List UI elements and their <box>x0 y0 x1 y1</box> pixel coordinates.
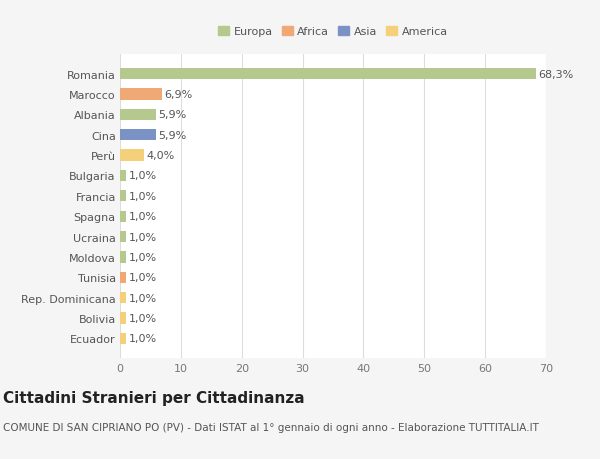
Text: Cittadini Stranieri per Cittadinanza: Cittadini Stranieri per Cittadinanza <box>3 390 305 405</box>
Text: 5,9%: 5,9% <box>158 110 187 120</box>
Text: 1,0%: 1,0% <box>128 252 157 263</box>
Text: 1,0%: 1,0% <box>128 273 157 283</box>
Bar <box>120 211 126 222</box>
Text: 1,0%: 1,0% <box>128 334 157 344</box>
Text: 1,0%: 1,0% <box>128 171 157 181</box>
Bar <box>120 110 156 121</box>
Text: 6,9%: 6,9% <box>164 90 193 100</box>
Bar <box>120 333 126 344</box>
Text: COMUNE DI SAN CIPRIANO PO (PV) - Dati ISTAT al 1° gennaio di ogni anno - Elabora: COMUNE DI SAN CIPRIANO PO (PV) - Dati IS… <box>3 422 539 432</box>
Bar <box>120 252 126 263</box>
Bar <box>120 231 126 243</box>
Bar <box>120 69 536 80</box>
Bar <box>120 313 126 324</box>
Text: 1,0%: 1,0% <box>128 293 157 303</box>
Bar <box>120 292 126 303</box>
Bar <box>120 272 126 283</box>
Text: 1,0%: 1,0% <box>128 232 157 242</box>
Bar <box>120 150 145 161</box>
Bar <box>120 191 126 202</box>
Text: 5,9%: 5,9% <box>158 130 187 140</box>
Bar <box>120 170 126 182</box>
Bar <box>120 130 156 141</box>
Legend: Europa, Africa, Asia, America: Europa, Africa, Asia, America <box>216 24 450 39</box>
Text: 68,3%: 68,3% <box>538 69 574 79</box>
Bar <box>120 89 162 101</box>
Text: 1,0%: 1,0% <box>128 212 157 222</box>
Text: 1,0%: 1,0% <box>128 191 157 202</box>
Text: 4,0%: 4,0% <box>147 151 175 161</box>
Text: 1,0%: 1,0% <box>128 313 157 323</box>
